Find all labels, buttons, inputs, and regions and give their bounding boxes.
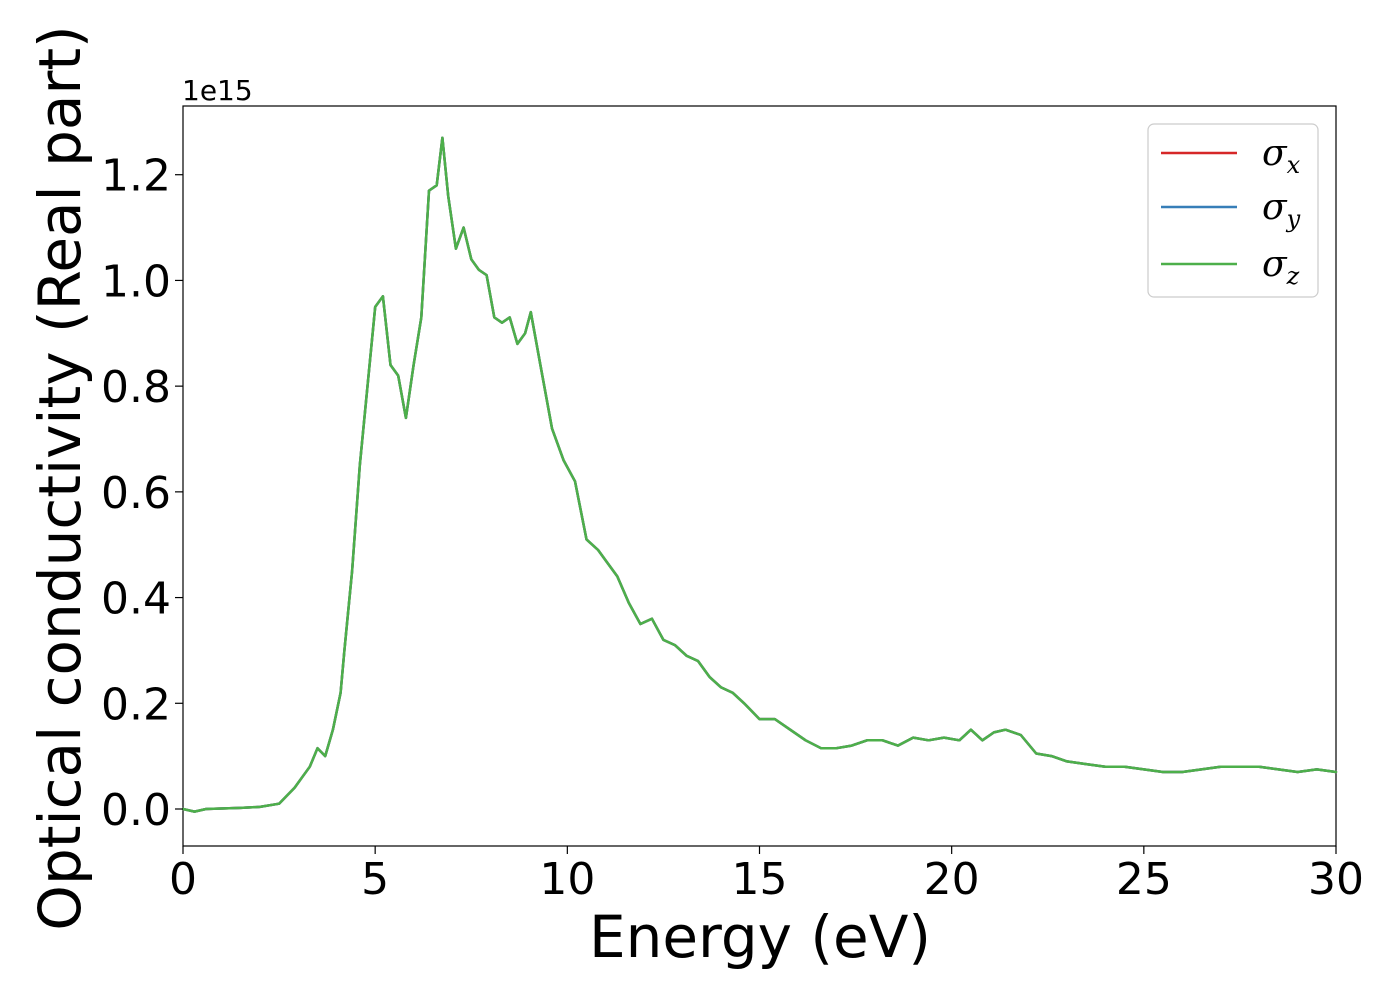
legend-label-subscript: z: [1286, 262, 1300, 290]
legend-label-base: σ: [1262, 244, 1288, 285]
x-axis-ticks: 0 5 10 15 20 25 30: [169, 846, 1364, 905]
y-tick-label: 0.2: [101, 679, 171, 730]
x-tick-label: 5: [361, 854, 389, 905]
y-tick-label: 1.2: [101, 151, 171, 202]
legend-label-base: σ: [1262, 133, 1288, 174]
y-offset-label: 1e15: [182, 74, 253, 107]
y-tick-label: 0.4: [101, 574, 171, 625]
legend-label-subscript: y: [1286, 205, 1301, 233]
x-tick-label: 20: [924, 854, 980, 905]
legend-label-y: σy: [1262, 187, 1301, 233]
legend-frame: [1147, 123, 1319, 298]
x-tick-label: 0: [169, 854, 197, 905]
y-tick-label: 0.0: [101, 785, 171, 836]
y-axis-title: Optical conductivity (Real part): [26, 25, 94, 930]
legend-label-subscript: x: [1287, 151, 1301, 179]
x-tick-label: 10: [539, 854, 595, 905]
x-tick-label: 30: [1308, 854, 1364, 905]
series-line-z: [181, 136, 1338, 813]
series-layer: [181, 136, 1338, 813]
y-tick-label: 0.8: [101, 362, 171, 413]
x-tick-label: 15: [732, 854, 788, 905]
legend-label-z: σz: [1262, 244, 1300, 290]
y-tick-label: 0.6: [101, 468, 171, 519]
y-axis-ticks: 0.0 0.2 0.4 0.6 0.8 1.0 1.2: [101, 151, 183, 836]
legend-label-base: σ: [1262, 187, 1288, 228]
y-tick-label: 1.0: [101, 256, 171, 307]
x-axis-title: Energy (eV): [589, 903, 931, 971]
x-tick-label: 25: [1116, 854, 1172, 905]
legend-label-x: σx: [1262, 133, 1301, 179]
